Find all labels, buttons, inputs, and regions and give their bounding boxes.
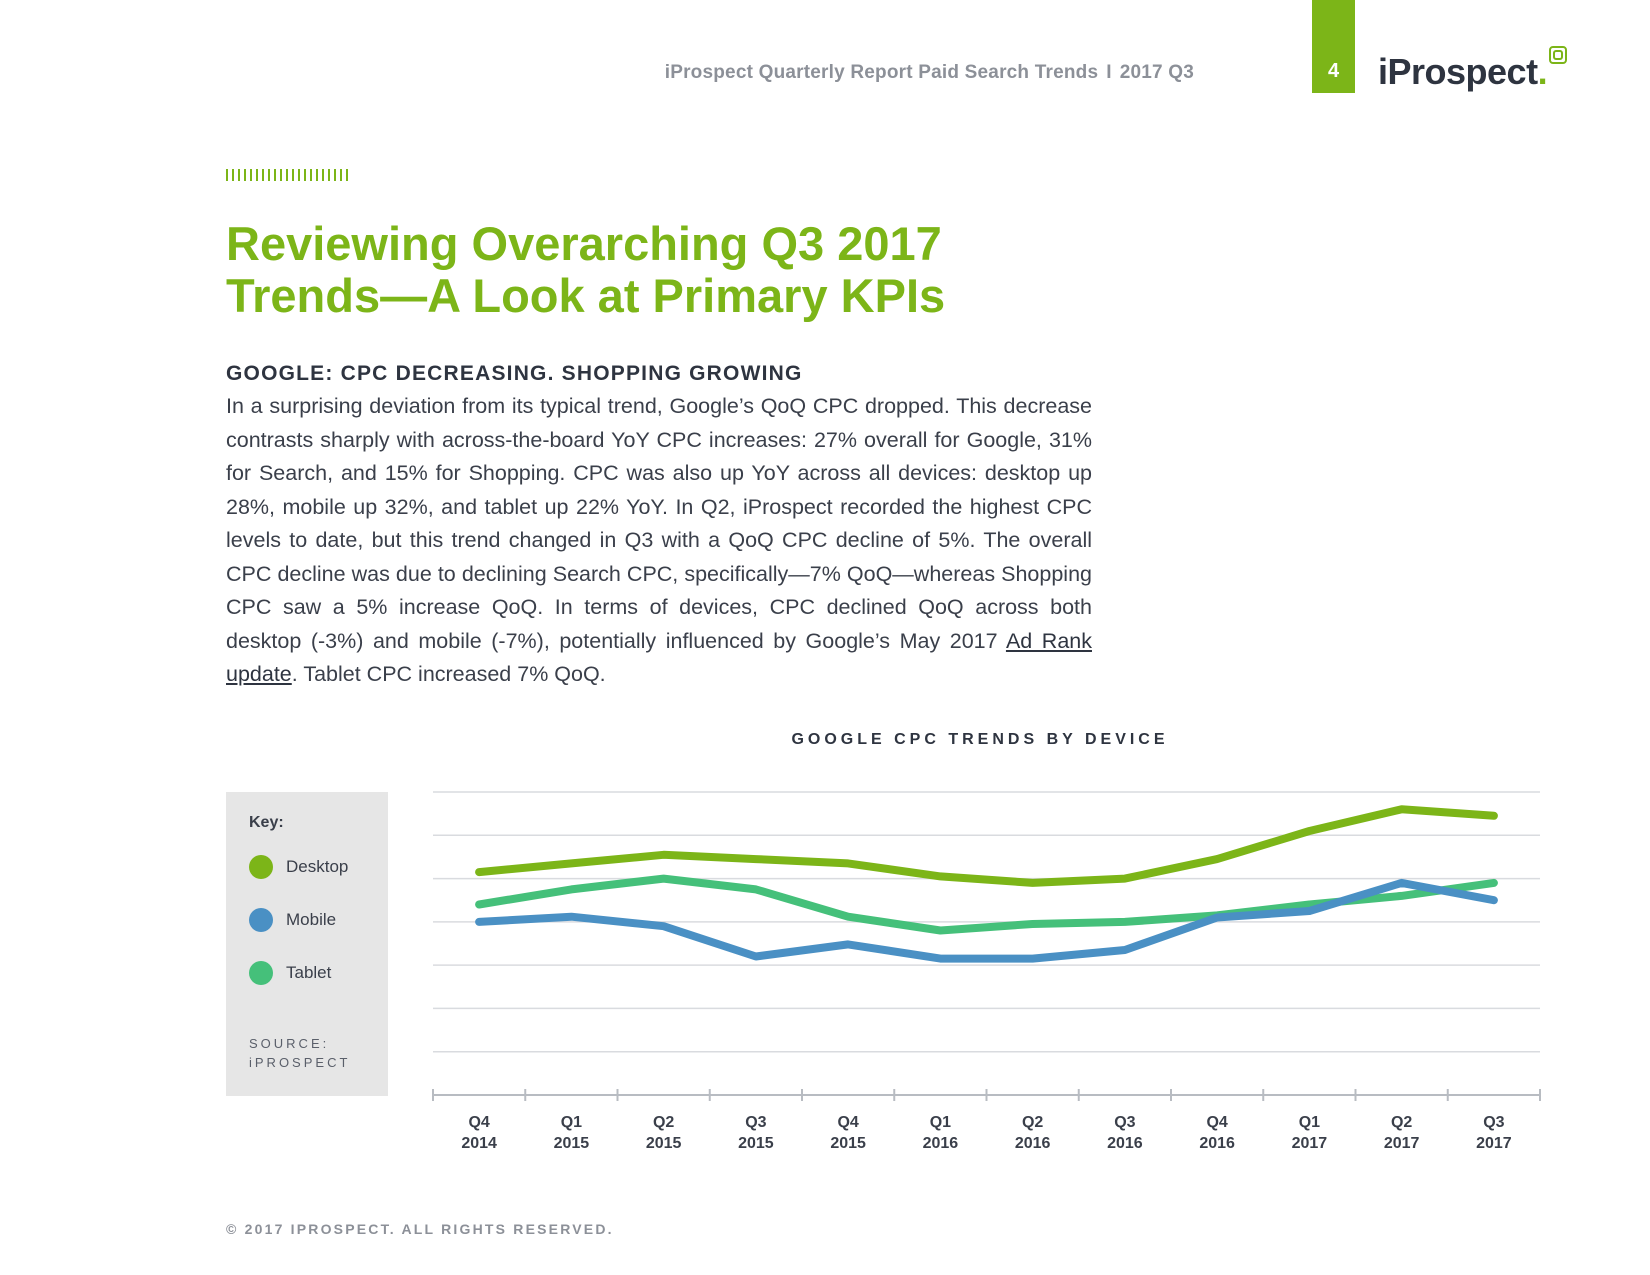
legend-title: Key: xyxy=(249,814,284,831)
x-tick-label-quarter: Q1 xyxy=(1299,1114,1320,1131)
source-label: SOURCE: xyxy=(249,1036,330,1051)
logo-mark-icon xyxy=(1549,46,1568,64)
series-line-tablet xyxy=(475,874,1498,935)
body-text-end: . Tablet CPC increased 7% QoQ. xyxy=(291,662,606,686)
x-tick-label-quarter: Q2 xyxy=(1391,1114,1412,1131)
body-text-main: In a surprising deviation from its typic… xyxy=(226,394,1092,653)
page-title-line-1: Reviewing Overarching Q3 2017 xyxy=(226,217,942,270)
report-header: iProspect Quarterly Report Paid Search T… xyxy=(665,62,1194,84)
legend-item-tablet: Tablet xyxy=(249,961,331,985)
page-number: 4 xyxy=(1312,0,1355,93)
report-title: iProspect Quarterly Report Paid Search T… xyxy=(664,62,1099,83)
legend-item-desktop: Desktop xyxy=(249,855,348,879)
x-tick-label-quarter: Q1 xyxy=(930,1114,951,1131)
legend-label-tablet: Tablet xyxy=(286,963,332,982)
x-tick-label-year: 2016 xyxy=(1015,1135,1051,1152)
x-tick-label-quarter: Q1 xyxy=(561,1114,582,1131)
legend-label-desktop: Desktop xyxy=(286,857,349,876)
body-paragraph: In a surprising deviation from its typic… xyxy=(226,390,1092,692)
copyright-footer: © 2017 IPROSPECT. ALL RIGHTS RESERVED. xyxy=(226,1221,614,1237)
x-tick-label-quarter: Q4 xyxy=(1206,1114,1227,1131)
x-tick-label-quarter: Q4 xyxy=(468,1114,489,1131)
section-subhead: GOOGLE: CPC DECREASING. SHOPPING GROWING xyxy=(226,362,803,385)
x-tick-label-year: 2015 xyxy=(738,1135,774,1152)
x-tick-label-year: 2015 xyxy=(646,1135,682,1152)
decorative-tick-marks-icon xyxy=(226,169,348,181)
legend-dot-mobile-icon xyxy=(249,908,273,932)
legend-dot-desktop-icon xyxy=(249,855,273,879)
chart-title: GOOGLE CPC TRENDS BY DEVICE xyxy=(791,731,1169,748)
page-title-line-2: Trends—A Look at Primary KPIs xyxy=(226,269,946,322)
series-line-desktop xyxy=(475,805,1498,887)
x-tick-label-quarter: Q4 xyxy=(837,1114,858,1131)
x-tick-label-quarter: Q3 xyxy=(1483,1114,1504,1131)
x-tick-label-quarter: Q3 xyxy=(745,1114,766,1131)
x-tick-label-year: 2014 xyxy=(461,1135,497,1152)
x-tick-label-year: 2015 xyxy=(830,1135,866,1152)
x-tick-label-year: 2016 xyxy=(1107,1135,1143,1152)
ad-rank-update-link[interactable]: Ad Rank update xyxy=(226,628,1092,687)
x-tick-label-year: 2016 xyxy=(923,1135,959,1152)
legend-item-mobile: Mobile xyxy=(249,908,336,932)
x-tick-label-quarter: Q2 xyxy=(1022,1114,1043,1131)
page-title: Reviewing Overarching Q3 2017 Trends—A L… xyxy=(226,218,986,322)
x-tick-label-year: 2017 xyxy=(1476,1135,1512,1152)
x-tick-label-year: 2017 xyxy=(1384,1135,1420,1152)
chart-legend: Key: Desktop Mobile Tablet SOURCE: iPROS… xyxy=(226,792,388,1096)
x-tick-label-year: 2017 xyxy=(1292,1135,1328,1152)
legend-dot-tablet-icon xyxy=(249,961,273,985)
chart-source: SOURCE: iPROSPECT xyxy=(249,1034,350,1072)
logo-wordmark: iProspect. xyxy=(1378,51,1548,92)
x-tick-label-year: 2015 xyxy=(554,1135,590,1152)
legend-label-mobile: Mobile xyxy=(286,910,337,929)
x-tick-label-quarter: Q3 xyxy=(1114,1114,1135,1131)
iprospect-logo: iProspect. xyxy=(1378,46,1568,96)
x-tick-label-year: 2016 xyxy=(1199,1135,1235,1152)
header-separator: I xyxy=(1106,62,1112,83)
report-period: 2017 Q3 xyxy=(1119,62,1194,83)
x-tick-label-quarter: Q2 xyxy=(653,1114,674,1131)
source-value: iPROSPECT xyxy=(249,1055,351,1070)
series-line-mobile xyxy=(475,878,1498,963)
